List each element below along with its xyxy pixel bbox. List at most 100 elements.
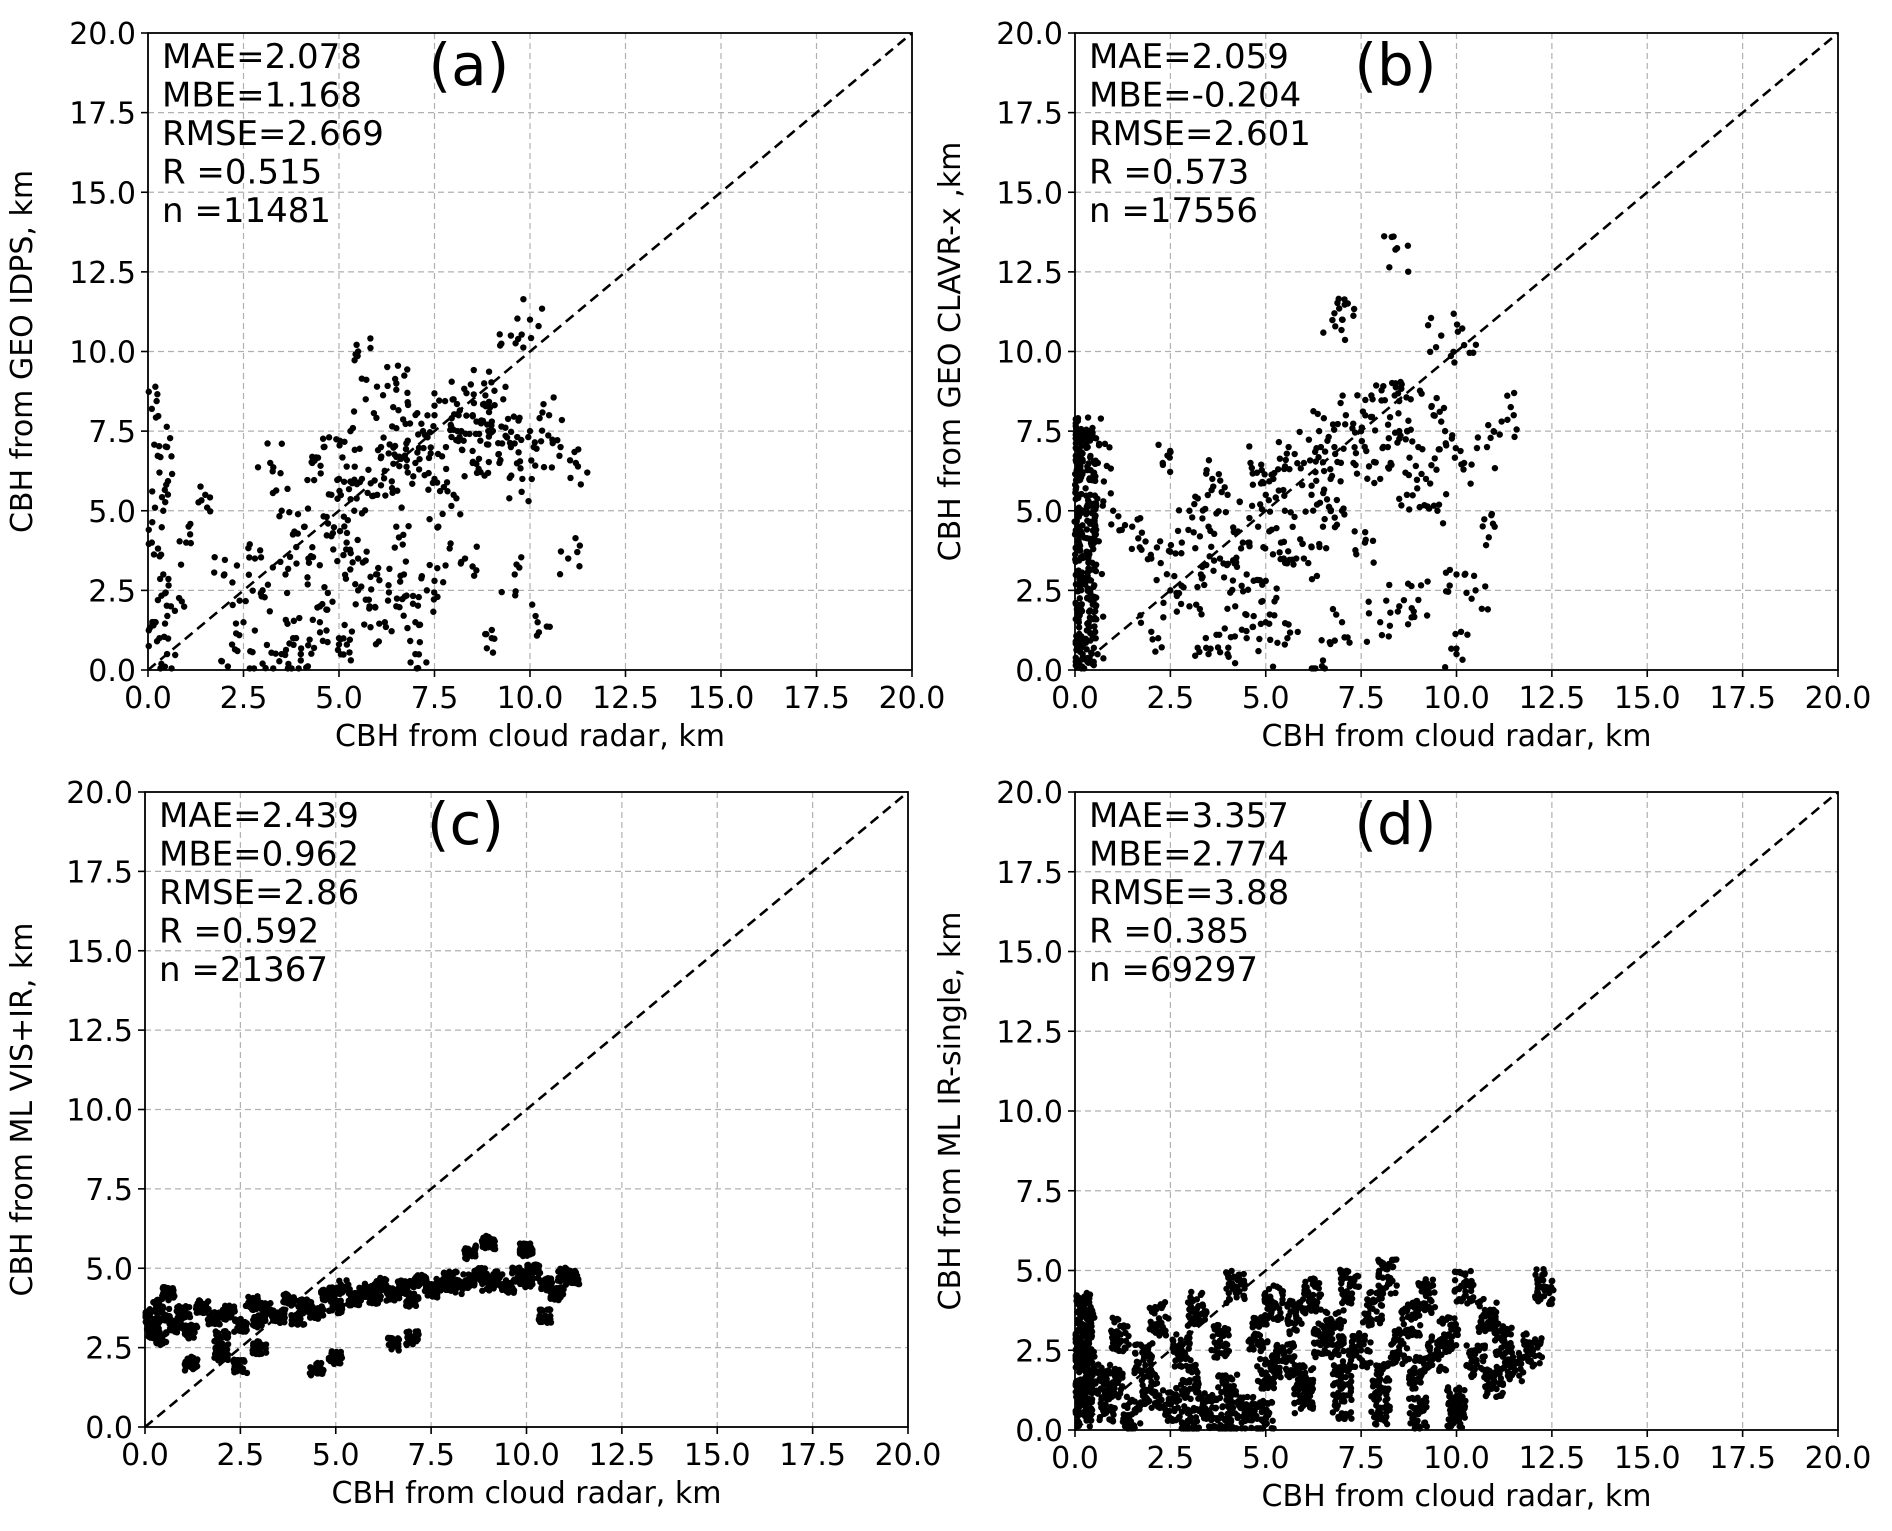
data-point (324, 589, 332, 597)
data-point (325, 434, 333, 441)
data-point (343, 539, 350, 546)
data-point (367, 623, 374, 631)
data-point (1159, 1302, 1167, 1309)
data-point (1285, 443, 1292, 451)
data-point (1404, 621, 1412, 628)
data-point (290, 617, 298, 625)
data-point (1109, 1404, 1116, 1412)
data-point (1395, 410, 1402, 417)
data-point (251, 1301, 258, 1309)
data-point (1409, 492, 1416, 499)
data-point (151, 441, 158, 448)
data-point (576, 563, 583, 570)
data-point (1440, 404, 1448, 412)
data-point (1306, 1297, 1313, 1304)
data-point (368, 586, 375, 593)
data-point (385, 582, 392, 589)
data-point (165, 575, 172, 583)
data-point (1324, 1322, 1332, 1330)
data-point (1195, 1302, 1202, 1310)
data-point (222, 1312, 229, 1319)
data-point (251, 627, 259, 634)
data-point (1332, 1310, 1340, 1317)
data-point (342, 575, 350, 582)
data-point (1315, 427, 1323, 435)
data-point (1361, 528, 1369, 536)
data-point (337, 635, 345, 643)
data-point (189, 1323, 197, 1330)
data-point (1286, 465, 1293, 473)
data-point (295, 1309, 302, 1317)
data-point (1210, 530, 1218, 538)
data-point (1378, 1365, 1386, 1373)
data-point (536, 414, 543, 422)
data-point (1255, 647, 1262, 655)
data-point (1308, 491, 1315, 499)
data-point (156, 469, 163, 476)
data-point (1261, 471, 1268, 478)
data-point (1158, 1396, 1165, 1404)
x-tick-label: 20.0 (1805, 681, 1872, 716)
data-point (500, 396, 507, 403)
data-point (323, 532, 330, 539)
data-point (1224, 1326, 1232, 1333)
data-point (403, 1341, 410, 1349)
data-point (1349, 1279, 1357, 1286)
data-point (449, 1279, 456, 1286)
y-tick-label: 12.5 (66, 1014, 133, 1049)
data-point (1405, 417, 1412, 424)
data-point (1258, 505, 1266, 513)
data-point (394, 1341, 401, 1348)
data-point (319, 600, 326, 608)
data-point (1441, 664, 1449, 671)
data-point (412, 459, 419, 467)
data-point (301, 1309, 308, 1316)
data-point (1115, 513, 1122, 520)
data-point (1398, 1337, 1405, 1344)
data-point (497, 456, 504, 464)
data-point (1249, 1344, 1256, 1352)
data-point (177, 561, 185, 568)
data-point (1272, 1359, 1279, 1366)
data-point (1253, 469, 1261, 476)
data-point (328, 1348, 336, 1355)
data-point (1186, 1385, 1194, 1393)
data-point (1085, 567, 1092, 575)
data-point (391, 544, 398, 551)
data-point (310, 476, 318, 484)
data-point (1132, 1408, 1139, 1416)
data-point (454, 427, 461, 435)
data-point (1345, 1299, 1352, 1306)
data-point (550, 394, 557, 401)
data-point (506, 495, 513, 502)
data-point (1111, 1390, 1118, 1397)
data-point (524, 1261, 531, 1269)
data-point (1360, 1341, 1367, 1348)
data-point (286, 553, 294, 561)
data-point (1218, 1350, 1226, 1357)
data-point (1327, 640, 1334, 648)
data-point (1317, 1306, 1324, 1313)
data-point (1335, 1364, 1342, 1371)
data-point (1379, 1290, 1387, 1297)
data-point (1338, 326, 1345, 334)
data-point (424, 434, 431, 441)
data-point (1203, 470, 1210, 477)
data-point (1179, 1341, 1187, 1348)
data-point (1313, 501, 1321, 508)
data-point (1192, 544, 1199, 552)
data-point (1472, 341, 1480, 348)
data-point (1393, 1282, 1400, 1289)
data-point (402, 420, 409, 428)
data-point (1244, 586, 1252, 593)
data-point (1399, 1315, 1406, 1323)
data-point (354, 536, 361, 544)
data-point (1270, 1384, 1278, 1392)
data-point (1366, 1348, 1373, 1355)
data-point (257, 590, 265, 597)
data-point (526, 427, 534, 435)
data-point (300, 523, 308, 531)
data-point (347, 1291, 354, 1298)
y-tick-label: 0.0 (88, 654, 136, 689)
data-point (174, 1304, 181, 1311)
